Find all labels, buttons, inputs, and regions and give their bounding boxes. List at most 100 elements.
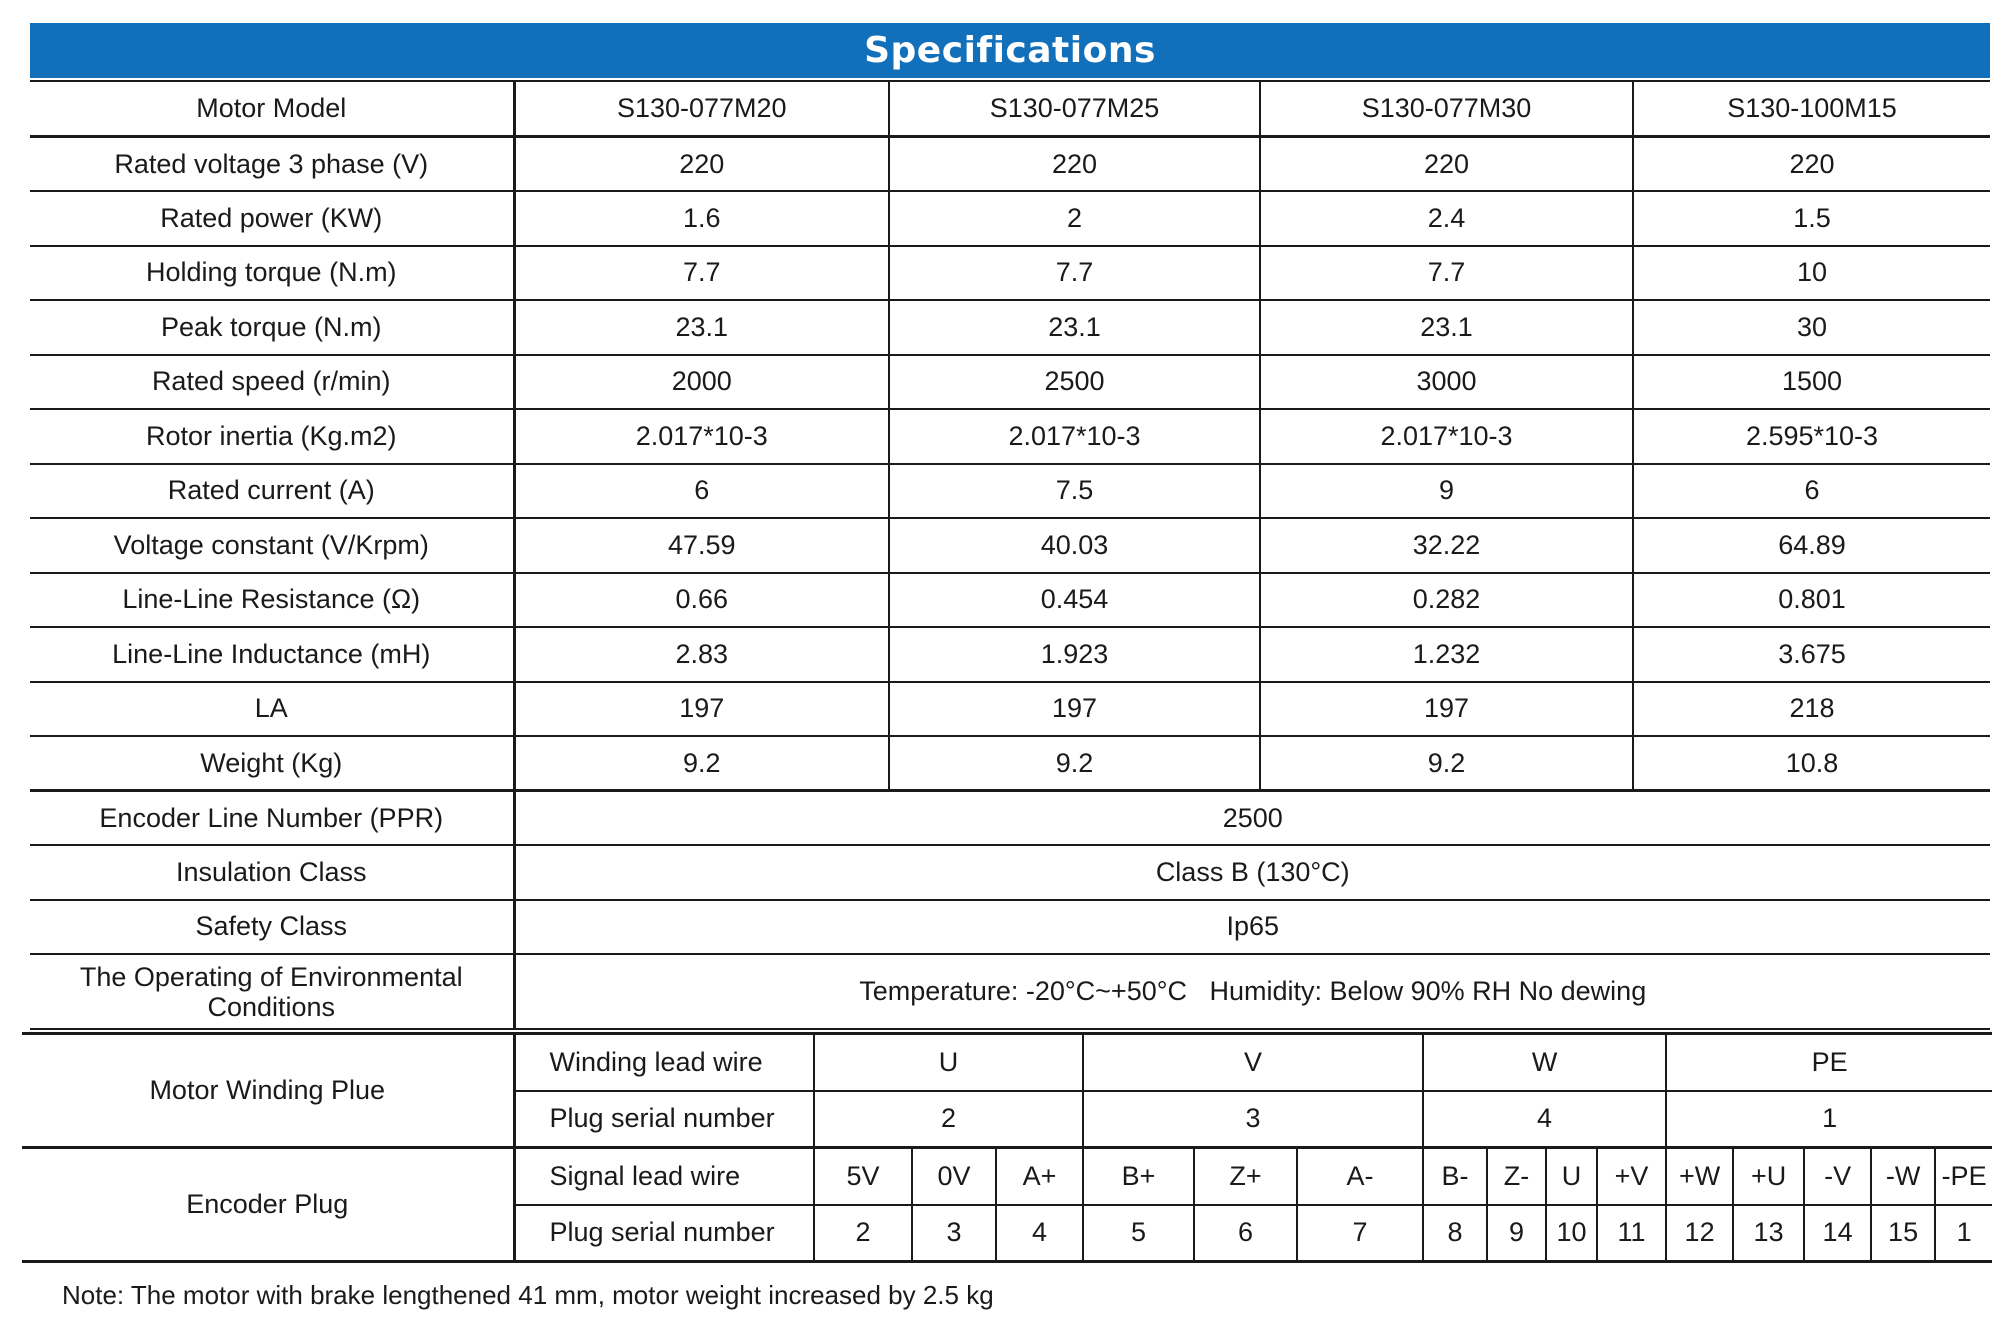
- spec-value: 0.801: [1633, 572, 1990, 628]
- winding-serial: 1: [1666, 1090, 1993, 1149]
- spec-value: 2.017*10-3: [1260, 409, 1634, 465]
- spec-value: 1500: [1633, 354, 1990, 410]
- encoder-lead: A-: [1297, 1147, 1425, 1206]
- spec-value: 6: [514, 463, 890, 519]
- spec-value: 47.59: [514, 518, 890, 574]
- row-label: Voltage constant (V/Krpm): [30, 518, 516, 574]
- spec-value: 23.1: [889, 300, 1261, 356]
- encoder-serial: 3: [912, 1204, 997, 1263]
- winding-serial: 2: [814, 1090, 1085, 1149]
- encoder-lead: B+: [1083, 1147, 1196, 1206]
- shared-value: 2500: [514, 789, 1990, 846]
- shared-value: Ip65: [514, 899, 1990, 955]
- spec-value: 0.454: [889, 572, 1261, 628]
- encoder-lead: U: [1546, 1147, 1599, 1206]
- spec-value: 7.5: [889, 463, 1261, 519]
- row-label: Motor Model: [30, 82, 516, 138]
- encoder-serial-label: Plug serial number: [514, 1204, 815, 1263]
- encoder-serial: 2: [814, 1204, 913, 1263]
- encoder-serial: 11: [1597, 1204, 1668, 1263]
- spec-value: 197: [514, 681, 890, 737]
- winding-label: Motor Winding Plue: [22, 1032, 516, 1149]
- spec-row: Peak torque (N.m) 23.1 23.1 23.1 30: [30, 300, 1990, 356]
- spec-value: 7.7: [1260, 245, 1634, 301]
- spec-value: 2.017*10-3: [514, 409, 890, 465]
- winding-serial: 4: [1423, 1090, 1668, 1149]
- shared-value: Temperature: -20°C~+50°C Humidity: Below…: [514, 954, 1990, 1030]
- winding-serial: 3: [1083, 1090, 1425, 1149]
- header-row: Motor Model S130-077M20 S130-077M25 S130-07…: [30, 82, 1990, 138]
- row-label: Weight (Kg): [30, 736, 516, 792]
- spec-row: Rated speed (r/min) 2000 2500 3000 1500: [30, 354, 1990, 410]
- encoder-serial: 5: [1083, 1204, 1196, 1263]
- model-header: S130-100M15: [1633, 82, 1990, 138]
- spec-row: LA 197 197 197 218: [30, 681, 1990, 737]
- spec-row: Line-Line Resistance (Ω) 0.66 0.454 0.282 0.…: [30, 572, 1990, 628]
- spec-value: 1.5: [1633, 191, 1990, 247]
- encoder-lead: +V: [1597, 1147, 1668, 1206]
- encoder-lead: -W: [1871, 1147, 1937, 1206]
- encoder-serial: 10: [1546, 1204, 1599, 1263]
- row-label: Rated speed (r/min): [30, 354, 516, 410]
- encoder-serial: 7: [1297, 1204, 1425, 1263]
- spec-value: 2.595*10-3: [1633, 409, 1990, 465]
- encoder-serial: 4: [996, 1204, 1085, 1263]
- shared-spec-row: Encoder Line Number (PPR) 2500: [30, 789, 1990, 846]
- row-label: Rated power (KW): [30, 191, 516, 247]
- model-header: S130-077M25: [889, 82, 1261, 138]
- spec-value: 9.2: [889, 736, 1261, 792]
- spec-value: 64.89: [1633, 518, 1990, 574]
- spec-value: 7.7: [889, 245, 1261, 301]
- shared-spec-row: Insulation Class Class B (130°C): [30, 845, 1990, 901]
- encoder-serial: 6: [1194, 1204, 1299, 1263]
- footnote: Note: The motor with brake lengthened 41…: [62, 1280, 994, 1310]
- winding-lead: U: [814, 1032, 1085, 1092]
- row-label: Encoder Line Number (PPR): [30, 789, 516, 846]
- shared-spec-row: The Operating of Environmental Condition…: [30, 954, 1990, 1030]
- spec-value: 9.2: [1260, 736, 1634, 792]
- spec-value: 2.4: [1260, 191, 1634, 247]
- encoder-serial: 12: [1666, 1204, 1735, 1263]
- spec-value: 23.1: [1260, 300, 1634, 356]
- winding-lead: V: [1083, 1032, 1425, 1092]
- winding-serial-row: Plug serial number 2 3 4 1: [22, 1090, 1993, 1149]
- spec-value: 2500: [889, 354, 1261, 410]
- page-title: Specifications: [30, 23, 1990, 78]
- spec-value: 9: [1260, 463, 1634, 519]
- row-label: Holding torque (N.m): [30, 245, 516, 301]
- shared-spec-row: Safety Class Ip65: [30, 899, 1990, 955]
- encoder-lead: -V: [1804, 1147, 1873, 1206]
- spec-row: Rated power (KW) 1.6 2 2.4 1.5: [30, 191, 1990, 247]
- spec-table: Motor Model S130-077M20 S130-077M25 S130-07…: [30, 82, 1990, 1030]
- spec-value: 7.7: [514, 245, 890, 301]
- row-label: Rotor inertia (Kg.m2): [30, 409, 516, 465]
- winding-lead-label: Winding lead wire: [514, 1032, 815, 1092]
- spec-value: 1.232: [1260, 627, 1634, 683]
- spec-value: 6: [1633, 463, 1990, 519]
- spec-value: 10: [1633, 245, 1990, 301]
- row-label: Insulation Class: [30, 845, 516, 901]
- row-label: Line-Line Resistance (Ω): [30, 572, 516, 628]
- model-header: S130-077M30: [1260, 82, 1634, 138]
- spec-row: Rotor inertia (Kg.m2) 2.017*10-3 2.017*10-…: [30, 409, 1990, 465]
- spec-value: 0.66: [514, 572, 890, 628]
- shared-value: Class B (130°C): [514, 845, 1990, 901]
- spec-value: 23.1: [514, 300, 890, 356]
- spec-value: 218: [1633, 681, 1990, 737]
- encoder-serial-row: Plug serial number 2 3 4 5 6 7 8 9 10 11 12 13 14 15 1: [22, 1204, 1993, 1263]
- encoder-lead: A+: [996, 1147, 1085, 1206]
- row-label: Rated current (A): [30, 463, 516, 519]
- spec-row: Rated current (A) 6 7.5 9 6: [30, 463, 1990, 519]
- model-header: S130-077M20: [514, 82, 890, 138]
- spec-row: Voltage constant (V/Krpm) 47.59 40.03 32.22…: [30, 518, 1990, 574]
- spec-value: 30: [1633, 300, 1990, 356]
- spec-value: 0.282: [1260, 572, 1634, 628]
- spec-value: 220: [1633, 136, 1990, 192]
- row-label: Peak torque (N.m): [30, 300, 516, 356]
- row-label: Safety Class: [30, 899, 516, 955]
- spec-value: 197: [889, 681, 1261, 737]
- encoder-serial: 1: [1935, 1204, 1993, 1263]
- encoder-lead: Z+: [1194, 1147, 1299, 1206]
- encoder-lead: B-: [1423, 1147, 1489, 1206]
- row-label: Rated voltage 3 phase (V): [30, 136, 516, 192]
